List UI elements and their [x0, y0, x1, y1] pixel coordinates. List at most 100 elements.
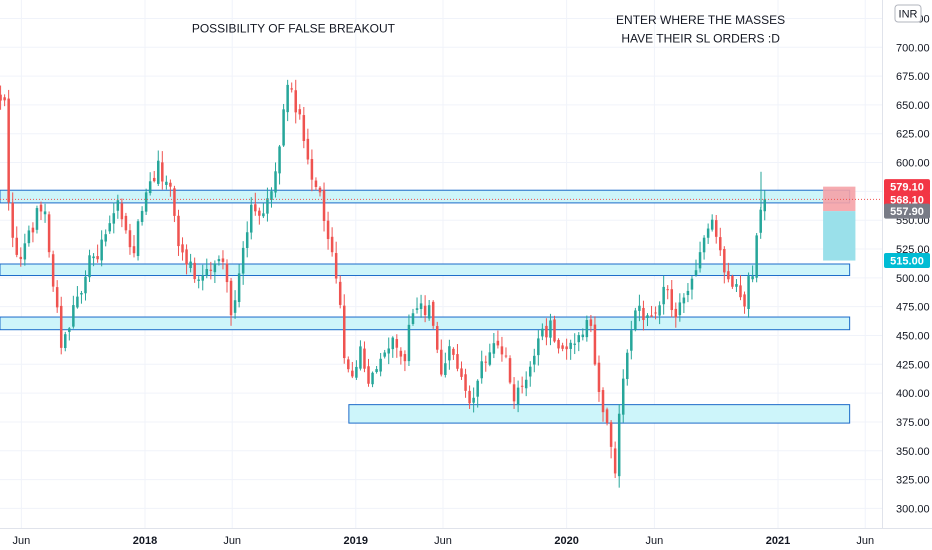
candle — [727, 262, 730, 283]
candle-body — [23, 243, 27, 260]
candle — [431, 300, 435, 329]
candle-body — [743, 294, 746, 307]
candle — [743, 291, 746, 314]
candle-body — [334, 253, 338, 279]
stop-loss-area[interactable] — [823, 186, 856, 212]
candle-body — [581, 334, 585, 338]
candle — [516, 380, 520, 413]
candle-body — [72, 305, 75, 327]
candle-body — [169, 182, 172, 187]
candle — [755, 232, 758, 283]
candle-body — [739, 285, 742, 298]
candle — [88, 249, 91, 283]
price-tag-box — [884, 203, 930, 219]
candle — [282, 103, 285, 147]
candle-body — [472, 397, 475, 403]
position-tool[interactable] — [823, 186, 856, 261]
candle — [165, 175, 168, 190]
candle — [152, 170, 156, 183]
candle-body — [747, 276, 750, 309]
time-tick-label: 2018 — [133, 535, 157, 547]
candle — [549, 313, 552, 346]
candle — [395, 334, 399, 358]
candle-body — [124, 215, 128, 231]
candle-body — [221, 258, 225, 262]
candle-body — [464, 374, 467, 391]
candle — [43, 203, 47, 223]
candle-body — [638, 305, 641, 311]
candle-body — [630, 330, 633, 351]
time-axis[interactable]: Jun 2018 Jun 2019 Jun 2020 Jun 2021 Jun — [12, 535, 874, 547]
candle-body — [545, 325, 548, 338]
candle-body — [310, 159, 314, 180]
candle-body — [569, 342, 572, 349]
candle-body — [634, 310, 637, 330]
candle — [181, 237, 184, 261]
text-annotation[interactable]: HAVE THEIR SL ORDERS :D — [621, 32, 780, 46]
candle-body — [209, 269, 213, 271]
candle — [597, 355, 601, 402]
candle — [108, 215, 111, 234]
candle — [456, 344, 459, 372]
candle — [488, 343, 492, 367]
candle — [581, 328, 585, 341]
candle-body — [573, 343, 576, 345]
candle — [371, 371, 374, 388]
candle-body — [11, 202, 14, 238]
candle — [557, 338, 560, 354]
candle — [39, 201, 43, 221]
candle-body — [512, 384, 516, 402]
candle-body — [359, 346, 362, 369]
candle — [229, 277, 233, 326]
price-tick-label: 500.00 — [896, 273, 930, 285]
candle — [528, 361, 532, 387]
candle-body — [674, 308, 678, 318]
candle-body — [31, 227, 35, 233]
candle-body — [617, 413, 621, 477]
candle — [237, 264, 241, 308]
candle-body — [597, 362, 601, 392]
candle-body — [254, 204, 257, 212]
candle — [31, 222, 35, 243]
candle — [642, 300, 645, 331]
candle — [59, 296, 63, 355]
support-resistance-zone[interactable] — [0, 189, 851, 204]
candle-body — [84, 276, 87, 294]
candle — [342, 294, 346, 364]
text-annotation[interactable]: POSSIBILITY OF FALSE BREAKOUT — [192, 21, 396, 35]
text-annotation[interactable]: ENTER WHERE THE MASSES — [616, 13, 785, 27]
candle — [306, 128, 310, 165]
candle — [747, 272, 750, 318]
candle-body — [411, 313, 415, 324]
price-tag-box — [884, 191, 930, 207]
candle — [387, 337, 390, 365]
candle — [569, 339, 572, 360]
candle-body — [262, 213, 265, 217]
currency-badge[interactable]: INR — [894, 4, 922, 23]
candle-body — [646, 315, 649, 318]
candle-body — [197, 279, 200, 281]
candle-body — [605, 409, 609, 424]
candle-body — [213, 263, 217, 273]
candle — [355, 360, 358, 380]
candle-body — [731, 275, 734, 287]
candle — [561, 342, 564, 352]
support-resistance-zone[interactable] — [0, 263, 851, 277]
candle — [338, 275, 342, 309]
candle-body — [504, 355, 508, 357]
candle-body — [314, 180, 318, 187]
target-area[interactable] — [823, 211, 856, 261]
candle-body — [395, 339, 399, 348]
candle-body — [419, 303, 423, 310]
candle-body — [601, 390, 605, 413]
candle-body — [237, 273, 241, 302]
time-tick-label: 2020 — [554, 535, 578, 547]
candle-body — [407, 324, 411, 362]
candle — [140, 206, 144, 226]
time-tick-label: Jun — [12, 535, 30, 547]
candle — [585, 315, 589, 342]
support-resistance-zone[interactable] — [348, 404, 851, 424]
candle — [359, 340, 362, 371]
candle-body — [492, 343, 496, 354]
candle — [533, 348, 536, 373]
